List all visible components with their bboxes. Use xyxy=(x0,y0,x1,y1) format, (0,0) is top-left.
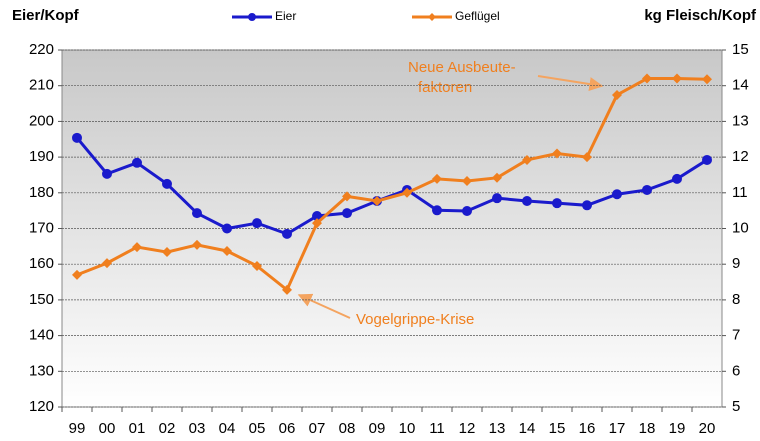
marker xyxy=(612,189,622,200)
y2-tick-label: 12 xyxy=(732,148,749,165)
y2-tick-label: 9 xyxy=(732,255,740,272)
x-tick-label: 07 xyxy=(309,420,326,437)
marker xyxy=(132,157,142,168)
marker xyxy=(282,284,292,295)
annotation-arrow xyxy=(537,75,604,91)
marker xyxy=(102,168,112,179)
marker xyxy=(312,211,322,222)
marker xyxy=(492,193,502,204)
marker xyxy=(492,172,502,183)
y-tick-label: 130 xyxy=(29,362,54,379)
marker xyxy=(432,173,442,184)
x-tick-label: 03 xyxy=(189,420,206,437)
marker xyxy=(462,206,472,217)
marker xyxy=(312,218,322,229)
marker xyxy=(642,73,652,84)
x-tick-label: 02 xyxy=(159,420,176,437)
marker xyxy=(402,187,412,198)
x-tick-label: 10 xyxy=(399,420,416,437)
marker xyxy=(72,132,82,143)
marker xyxy=(192,239,202,250)
y2-tick-label: 15 xyxy=(732,41,749,58)
y2-tick-label: 8 xyxy=(732,291,740,308)
marker xyxy=(222,245,232,256)
legend-marker xyxy=(248,13,256,21)
marker xyxy=(522,154,532,165)
x-tick-label: 14 xyxy=(519,420,536,437)
y-tick-label: 140 xyxy=(29,327,54,344)
y2-tick-label: 13 xyxy=(732,112,749,129)
x-tick-label: 01 xyxy=(129,420,146,437)
marker xyxy=(372,196,382,207)
x-tick-label: 00 xyxy=(99,420,116,437)
marker xyxy=(642,184,652,195)
marker xyxy=(222,223,232,234)
marker xyxy=(582,152,592,163)
marker xyxy=(522,196,532,207)
y-tick-label: 150 xyxy=(29,291,54,308)
y-tick-label: 160 xyxy=(29,255,54,272)
x-tick-label: 15 xyxy=(549,420,566,437)
y-axis-label: Eier/Kopf xyxy=(12,7,80,24)
legend-label: Eier xyxy=(275,9,296,23)
legend-marker xyxy=(428,13,436,21)
y2-tick-label: 10 xyxy=(732,219,749,236)
marker xyxy=(702,74,712,85)
marker xyxy=(552,198,562,209)
y-tick-label: 180 xyxy=(29,184,54,201)
y-tick-label: 120 xyxy=(29,398,54,415)
marker xyxy=(462,176,472,187)
y2-tick-label: 14 xyxy=(732,77,749,94)
marker xyxy=(342,191,352,202)
y2-tick-label: 7 xyxy=(732,327,740,344)
x-tick-label: 06 xyxy=(279,420,296,437)
y2-tick-label: 5 xyxy=(732,398,740,415)
y-tick-label: 170 xyxy=(29,219,54,236)
x-tick-label: 12 xyxy=(459,420,476,437)
marker xyxy=(252,218,262,229)
marker xyxy=(132,242,142,253)
marker xyxy=(162,247,172,258)
marker xyxy=(432,205,442,216)
marker xyxy=(162,178,172,189)
y2-tick-label: 6 xyxy=(732,362,740,379)
series-line xyxy=(76,77,708,293)
marker xyxy=(72,269,82,280)
legend-label: Geflügel xyxy=(455,9,500,23)
y-tick-label: 190 xyxy=(29,148,54,165)
x-tick-label: 19 xyxy=(669,420,686,437)
x-tick-label: 13 xyxy=(489,420,506,437)
annotation: Vogelgrippe-Krise xyxy=(356,311,474,328)
marker xyxy=(342,208,352,219)
marker xyxy=(672,73,682,84)
marker xyxy=(282,228,292,239)
marker xyxy=(672,173,682,184)
marker xyxy=(102,258,112,269)
x-tick-label: 05 xyxy=(249,420,266,437)
y-tick-label: 200 xyxy=(29,112,54,129)
marker xyxy=(582,200,592,211)
annotation: faktoren xyxy=(418,79,472,96)
y2-axis-label: kg Fleisch/Kopf xyxy=(644,7,757,24)
x-tick-label: 18 xyxy=(639,420,656,437)
y2-tick-label: 11 xyxy=(732,184,748,201)
marker xyxy=(702,154,712,165)
x-tick-label: 04 xyxy=(219,420,236,437)
x-tick-label: 16 xyxy=(579,420,596,437)
marker xyxy=(252,260,262,271)
annotation: Neue Ausbeute- xyxy=(408,59,516,76)
x-tick-label: 20 xyxy=(699,420,716,437)
y-tick-label: 220 xyxy=(29,41,54,58)
x-tick-label: 17 xyxy=(609,420,626,437)
marker xyxy=(552,148,562,159)
x-tick-label: 99 xyxy=(69,420,86,437)
y-tick-label: 210 xyxy=(29,77,54,94)
x-tick-label: 09 xyxy=(369,420,386,437)
x-tick-label: 11 xyxy=(429,420,445,437)
annotation-arrow xyxy=(297,293,351,319)
marker xyxy=(192,208,202,219)
marker xyxy=(612,89,622,100)
x-tick-label: 08 xyxy=(339,420,356,437)
